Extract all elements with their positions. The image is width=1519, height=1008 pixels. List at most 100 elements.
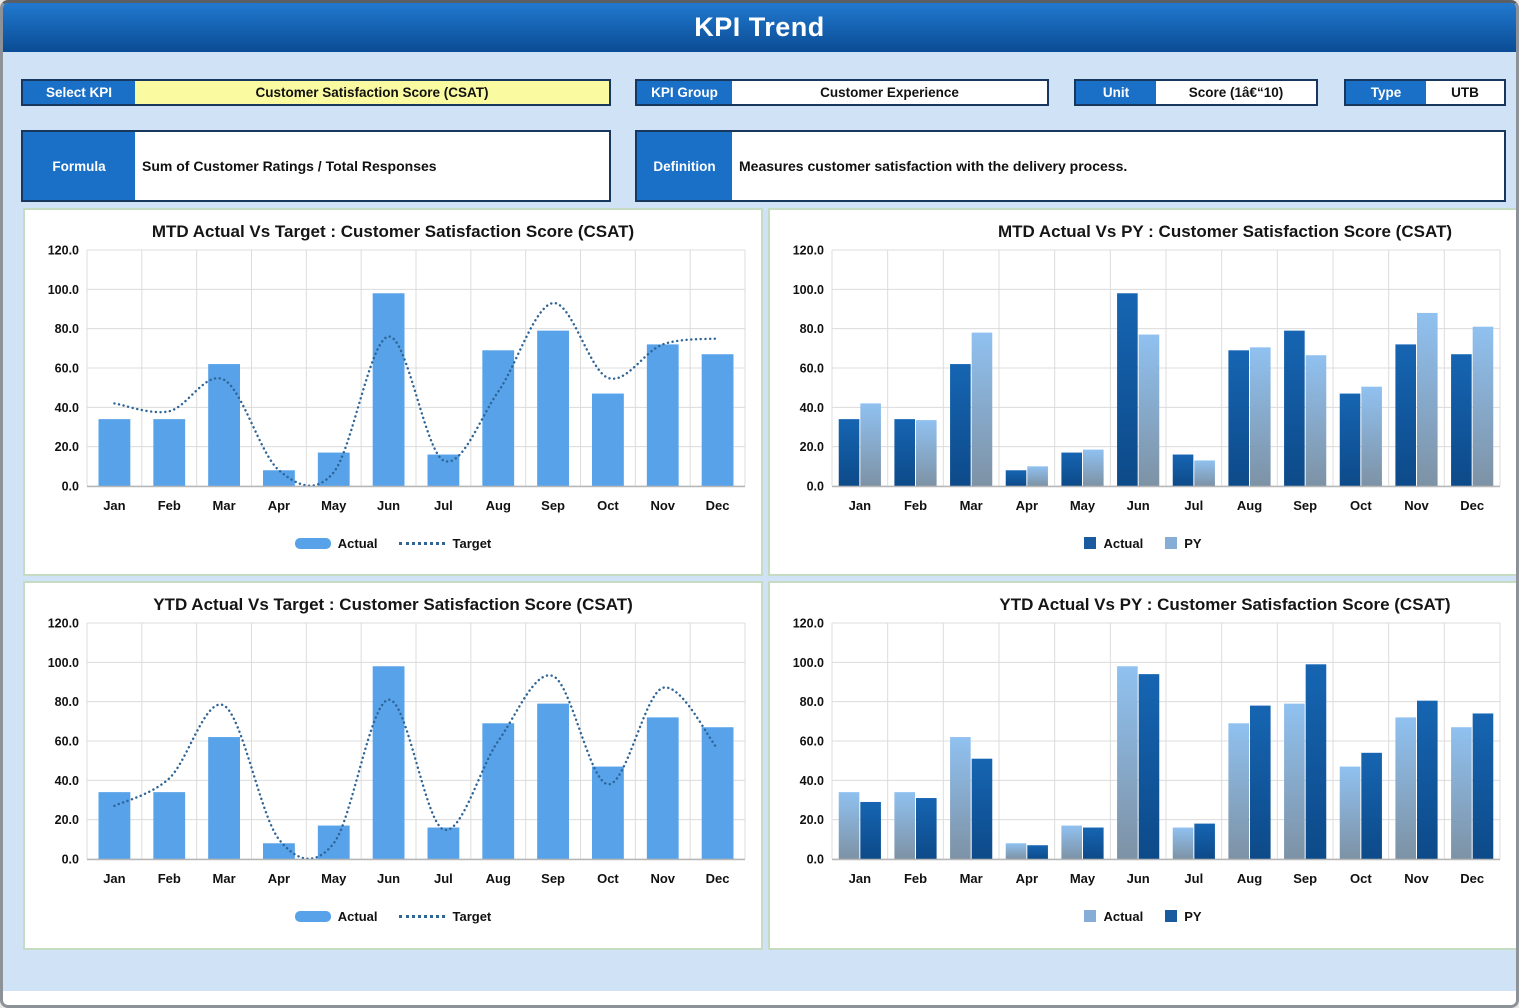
bar-Actual-Oct: [592, 766, 624, 859]
series-PY: [860, 664, 1494, 859]
svg-text:Feb: Feb: [904, 871, 927, 886]
bar-Actual-Jun: [1117, 666, 1138, 859]
chart-svg-ytd-py: 0.0 20.0 40.0 60.0 80.0 100.0 120.0 Jan Feb Mar Ap…: [793, 617, 1501, 886]
type-value: UTB: [1426, 81, 1504, 104]
svg-text:Jul: Jul: [1184, 871, 1203, 886]
svg-text:Jan: Jan: [103, 498, 125, 513]
svg-text:60.0: 60.0: [800, 735, 824, 749]
select-kpi-value[interactable]: Customer Satisfaction Score (CSAT): [135, 81, 609, 104]
svg-text:100.0: 100.0: [48, 283, 79, 297]
bar-Actual-Jul: [1172, 454, 1194, 486]
chart-panel-ytd-target: YTD Actual Vs Target : Customer Satisfac…: [23, 581, 763, 950]
select-kpi-field: Select KPI Customer Satisfaction Score (…: [21, 79, 611, 106]
bar-Actual-Feb: [153, 419, 186, 486]
series-Actual: [838, 293, 1472, 486]
svg-text:100.0: 100.0: [793, 283, 824, 297]
bar-Actual-Apr: [1005, 470, 1027, 486]
bar-Actual-Mar: [208, 364, 240, 486]
bar-PY-Oct: [1361, 752, 1382, 859]
svg-text:Sep: Sep: [541, 498, 565, 513]
svg-text:Jan: Jan: [849, 871, 871, 886]
type-field: Type UTB: [1344, 79, 1506, 106]
svg-text:Mar: Mar: [213, 871, 236, 886]
legend-label: Actual: [337, 535, 378, 551]
chart-title-ytd-target: YTD Actual Vs Target : Customer Satisfac…: [153, 595, 633, 614]
legend-item-actual: Actual: [294, 908, 378, 924]
legend-item-target: Target: [399, 536, 491, 551]
bar-PY-Sep: [1305, 355, 1327, 486]
svg-text:0.0: 0.0: [62, 480, 79, 494]
bar-Actual-Nov: [1395, 717, 1416, 859]
svg-text:80.0: 80.0: [55, 322, 79, 336]
legend-square-swatch: [1165, 910, 1178, 922]
bar-Actual-Aug: [482, 350, 515, 486]
bar-Actual-Jun: [372, 293, 405, 486]
bar-Actual-Dec: [1451, 727, 1472, 859]
legend-square-swatch: [1165, 537, 1178, 549]
svg-text:60.0: 60.0: [800, 362, 824, 376]
chart-legend-mtd-target: Actual Target: [25, 528, 761, 558]
legend-label: Target: [452, 908, 492, 924]
svg-text:Dec: Dec: [1460, 871, 1484, 886]
unit-field: Unit Score (1â€“10): [1074, 79, 1318, 106]
bar-PY-Dec: [1472, 713, 1494, 859]
svg-text:40.0: 40.0: [800, 401, 824, 415]
bar-Actual-Dec: [701, 727, 734, 859]
bar-Actual-Feb: [894, 419, 915, 486]
bar-PY-May: [1083, 827, 1104, 859]
chart-panel-mtd-py: MTD Actual Vs PY : Customer Satisfaction…: [768, 208, 1516, 576]
legend-square-swatch: [1084, 537, 1097, 549]
svg-text:Mar: Mar: [960, 498, 983, 513]
select-kpi-label: Select KPI: [23, 81, 135, 104]
definition-label: Definition: [637, 132, 732, 200]
bar-Actual-Jun: [1117, 293, 1138, 486]
bar-Actual-Apr: [1005, 843, 1027, 859]
bar-PY-May: [1083, 449, 1104, 486]
bar-Actual-Apr: [263, 470, 295, 486]
unit-value: Score (1â€“10): [1156, 81, 1316, 104]
bar-Actual-Nov: [646, 344, 679, 486]
chart-svg-mtd-py: 0.0 20.0 40.0 60.0 80.0 100.0 120.0 Jan Feb Mar Ap…: [793, 244, 1501, 513]
bar-Actual-Oct: [1339, 766, 1361, 859]
bar-PY-Jun: [1138, 674, 1160, 859]
legend-square-swatch: [1084, 910, 1097, 922]
svg-text:40.0: 40.0: [800, 774, 824, 788]
svg-text:Sep: Sep: [1293, 871, 1317, 886]
svg-text:Dec: Dec: [1460, 498, 1484, 513]
svg-text:20.0: 20.0: [800, 813, 824, 827]
svg-text:120.0: 120.0: [48, 244, 79, 258]
legend-label: Actual: [337, 908, 378, 924]
formula-value: Sum of Customer Ratings / Total Response…: [135, 132, 609, 200]
svg-text:Jul: Jul: [1184, 498, 1203, 513]
svg-text:100.0: 100.0: [48, 656, 79, 670]
bar-Actual-May: [1061, 825, 1082, 859]
series-Actual: [838, 666, 1472, 859]
svg-text:20.0: 20.0: [55, 813, 79, 827]
line-Target: [113, 674, 719, 860]
kpi-group-value: Customer Experience: [732, 81, 1047, 104]
svg-text:Feb: Feb: [904, 498, 927, 513]
svg-text:Apr: Apr: [1016, 498, 1038, 513]
formula-field: Formula Sum of Customer Ratings / Total …: [21, 130, 611, 202]
bar-Actual-Mar: [208, 737, 240, 859]
svg-text:Jun: Jun: [377, 871, 400, 886]
bar-Actual-Nov: [1395, 344, 1416, 486]
bar-Actual-Nov: [646, 717, 679, 859]
svg-text:Apr: Apr: [1016, 871, 1038, 886]
bar-Actual-Sep: [537, 703, 569, 859]
bar-Actual-Jul: [427, 827, 460, 859]
bar-Actual-Jan: [838, 419, 860, 486]
bar-Actual-Sep: [537, 330, 569, 486]
bar-Actual-Aug: [1228, 723, 1249, 859]
legend-label: PY: [1184, 535, 1202, 551]
svg-text:0.0: 0.0: [62, 853, 79, 867]
svg-text:Aug: Aug: [486, 498, 511, 513]
bar-Actual-Aug: [482, 723, 515, 859]
legend-label: PY: [1184, 908, 1202, 924]
svg-text:120.0: 120.0: [793, 617, 824, 631]
svg-text:Apr: Apr: [268, 498, 290, 513]
bar-PY-Jan: [860, 403, 881, 486]
bar-PY-Aug: [1250, 705, 1271, 859]
legend-dotted-line-swatch: [399, 541, 446, 545]
